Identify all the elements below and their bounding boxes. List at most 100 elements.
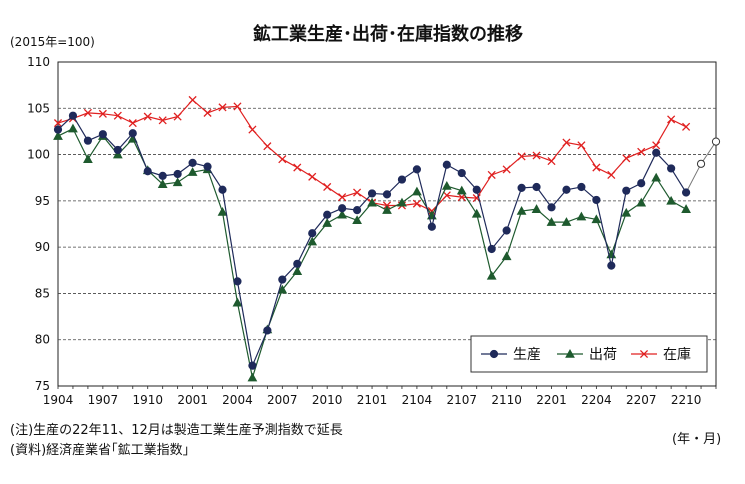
data-point <box>546 217 557 226</box>
data-point <box>68 123 78 133</box>
data-point <box>353 188 362 197</box>
data-point <box>323 182 332 192</box>
data-point <box>217 206 228 216</box>
footnote: (注)生産の22年11、12月は製造工業生産予測指数で延長 <box>10 423 343 438</box>
data-point <box>233 102 242 111</box>
series-layer <box>53 95 721 382</box>
y-tick-label: 75 <box>35 379 50 393</box>
data-point <box>278 275 287 284</box>
data-point <box>293 259 302 268</box>
data-point <box>456 185 467 195</box>
data-point <box>248 361 257 370</box>
data-point <box>577 141 586 150</box>
data-point <box>308 172 317 181</box>
data-point <box>322 218 333 227</box>
data-point <box>247 372 258 382</box>
data-point <box>323 210 332 219</box>
x-tick-label: 2101 <box>357 393 388 407</box>
data-point <box>128 119 137 128</box>
legend-label: 生産 <box>513 347 541 363</box>
data-point <box>203 162 212 171</box>
data-point <box>187 167 198 176</box>
x-tick-label: 2204 <box>581 393 612 407</box>
data-point <box>487 170 496 179</box>
data-point <box>607 170 616 179</box>
y-tick-label: 80 <box>35 333 50 347</box>
y-tick-label: 100 <box>27 148 50 162</box>
data-point <box>562 138 571 147</box>
legend-swatch-marker <box>489 349 499 359</box>
legend-item: 生産 <box>481 347 541 363</box>
data-point <box>486 270 497 280</box>
data-point <box>441 181 452 190</box>
x-tick-label: 2107 <box>446 393 477 407</box>
data-point <box>607 261 616 270</box>
data-point <box>397 197 407 207</box>
data-point <box>547 203 556 212</box>
data-point <box>412 199 421 208</box>
data-point <box>173 169 182 179</box>
data-point <box>681 204 691 213</box>
data-point <box>427 222 436 231</box>
data-point <box>53 125 63 134</box>
y-tick-label: 105 <box>27 101 50 115</box>
y-tick-label: 95 <box>35 194 50 208</box>
source-note: (資料)経済産業省｢鉱工業指数｣ <box>10 443 190 458</box>
data-point <box>622 154 631 163</box>
data-point <box>517 183 526 192</box>
data-point <box>502 226 511 235</box>
data-point <box>248 125 257 134</box>
data-point <box>338 193 347 202</box>
data-point <box>652 148 661 157</box>
data-point <box>203 108 212 117</box>
y-axis-unit: (2015年=100) <box>10 35 95 49</box>
x-tick-label: 1904 <box>43 393 74 407</box>
data-point <box>471 208 482 218</box>
data-point <box>292 266 303 275</box>
data-point <box>682 122 691 131</box>
data-point <box>412 165 422 174</box>
data-point <box>278 155 287 164</box>
x-axis-ticks: 1904 1907 1910 2001 2004 2007 2010 2101 2104 2107… <box>43 386 717 407</box>
legend-swatch-marker <box>639 349 649 359</box>
x-tick-label: 2201 <box>536 393 567 407</box>
data-point <box>487 244 496 254</box>
data-point <box>502 165 511 174</box>
data-point <box>218 103 227 112</box>
forecast-point <box>696 159 706 168</box>
data-point <box>637 147 646 156</box>
series-生産 <box>53 111 721 370</box>
data-point <box>531 204 542 213</box>
data-point <box>666 195 677 205</box>
x-tick-label: 1907 <box>88 393 119 407</box>
data-point <box>637 179 646 188</box>
x-tick-label: 2104 <box>402 393 433 407</box>
data-point <box>592 195 601 205</box>
data-point <box>621 207 632 217</box>
data-point <box>233 277 242 286</box>
data-point <box>681 188 691 197</box>
y-tick-label: 85 <box>35 286 50 300</box>
legend-item: 在庫 <box>631 346 691 363</box>
data-point <box>157 179 168 188</box>
data-point <box>532 182 541 192</box>
data-point <box>128 129 137 138</box>
x-tick-label: 2110 <box>491 393 522 407</box>
data-point <box>532 151 541 160</box>
x-tick-label: 2210 <box>671 393 702 407</box>
data-point <box>367 197 377 207</box>
legend: 生産 出荷 在庫 <box>470 335 708 373</box>
data-point <box>98 109 107 118</box>
data-point <box>457 168 466 178</box>
data-point <box>263 326 272 335</box>
data-point <box>442 160 451 169</box>
data-point <box>218 185 227 194</box>
data-point <box>158 116 167 125</box>
legend-label: 出荷 <box>589 347 617 363</box>
data-point <box>173 112 182 121</box>
data-point <box>382 190 392 199</box>
chart-title: 鉱工業生産･出荷･在庫指数の推移 <box>253 23 523 45</box>
legend-item: 出荷 <box>557 347 617 363</box>
data-point <box>667 115 676 124</box>
